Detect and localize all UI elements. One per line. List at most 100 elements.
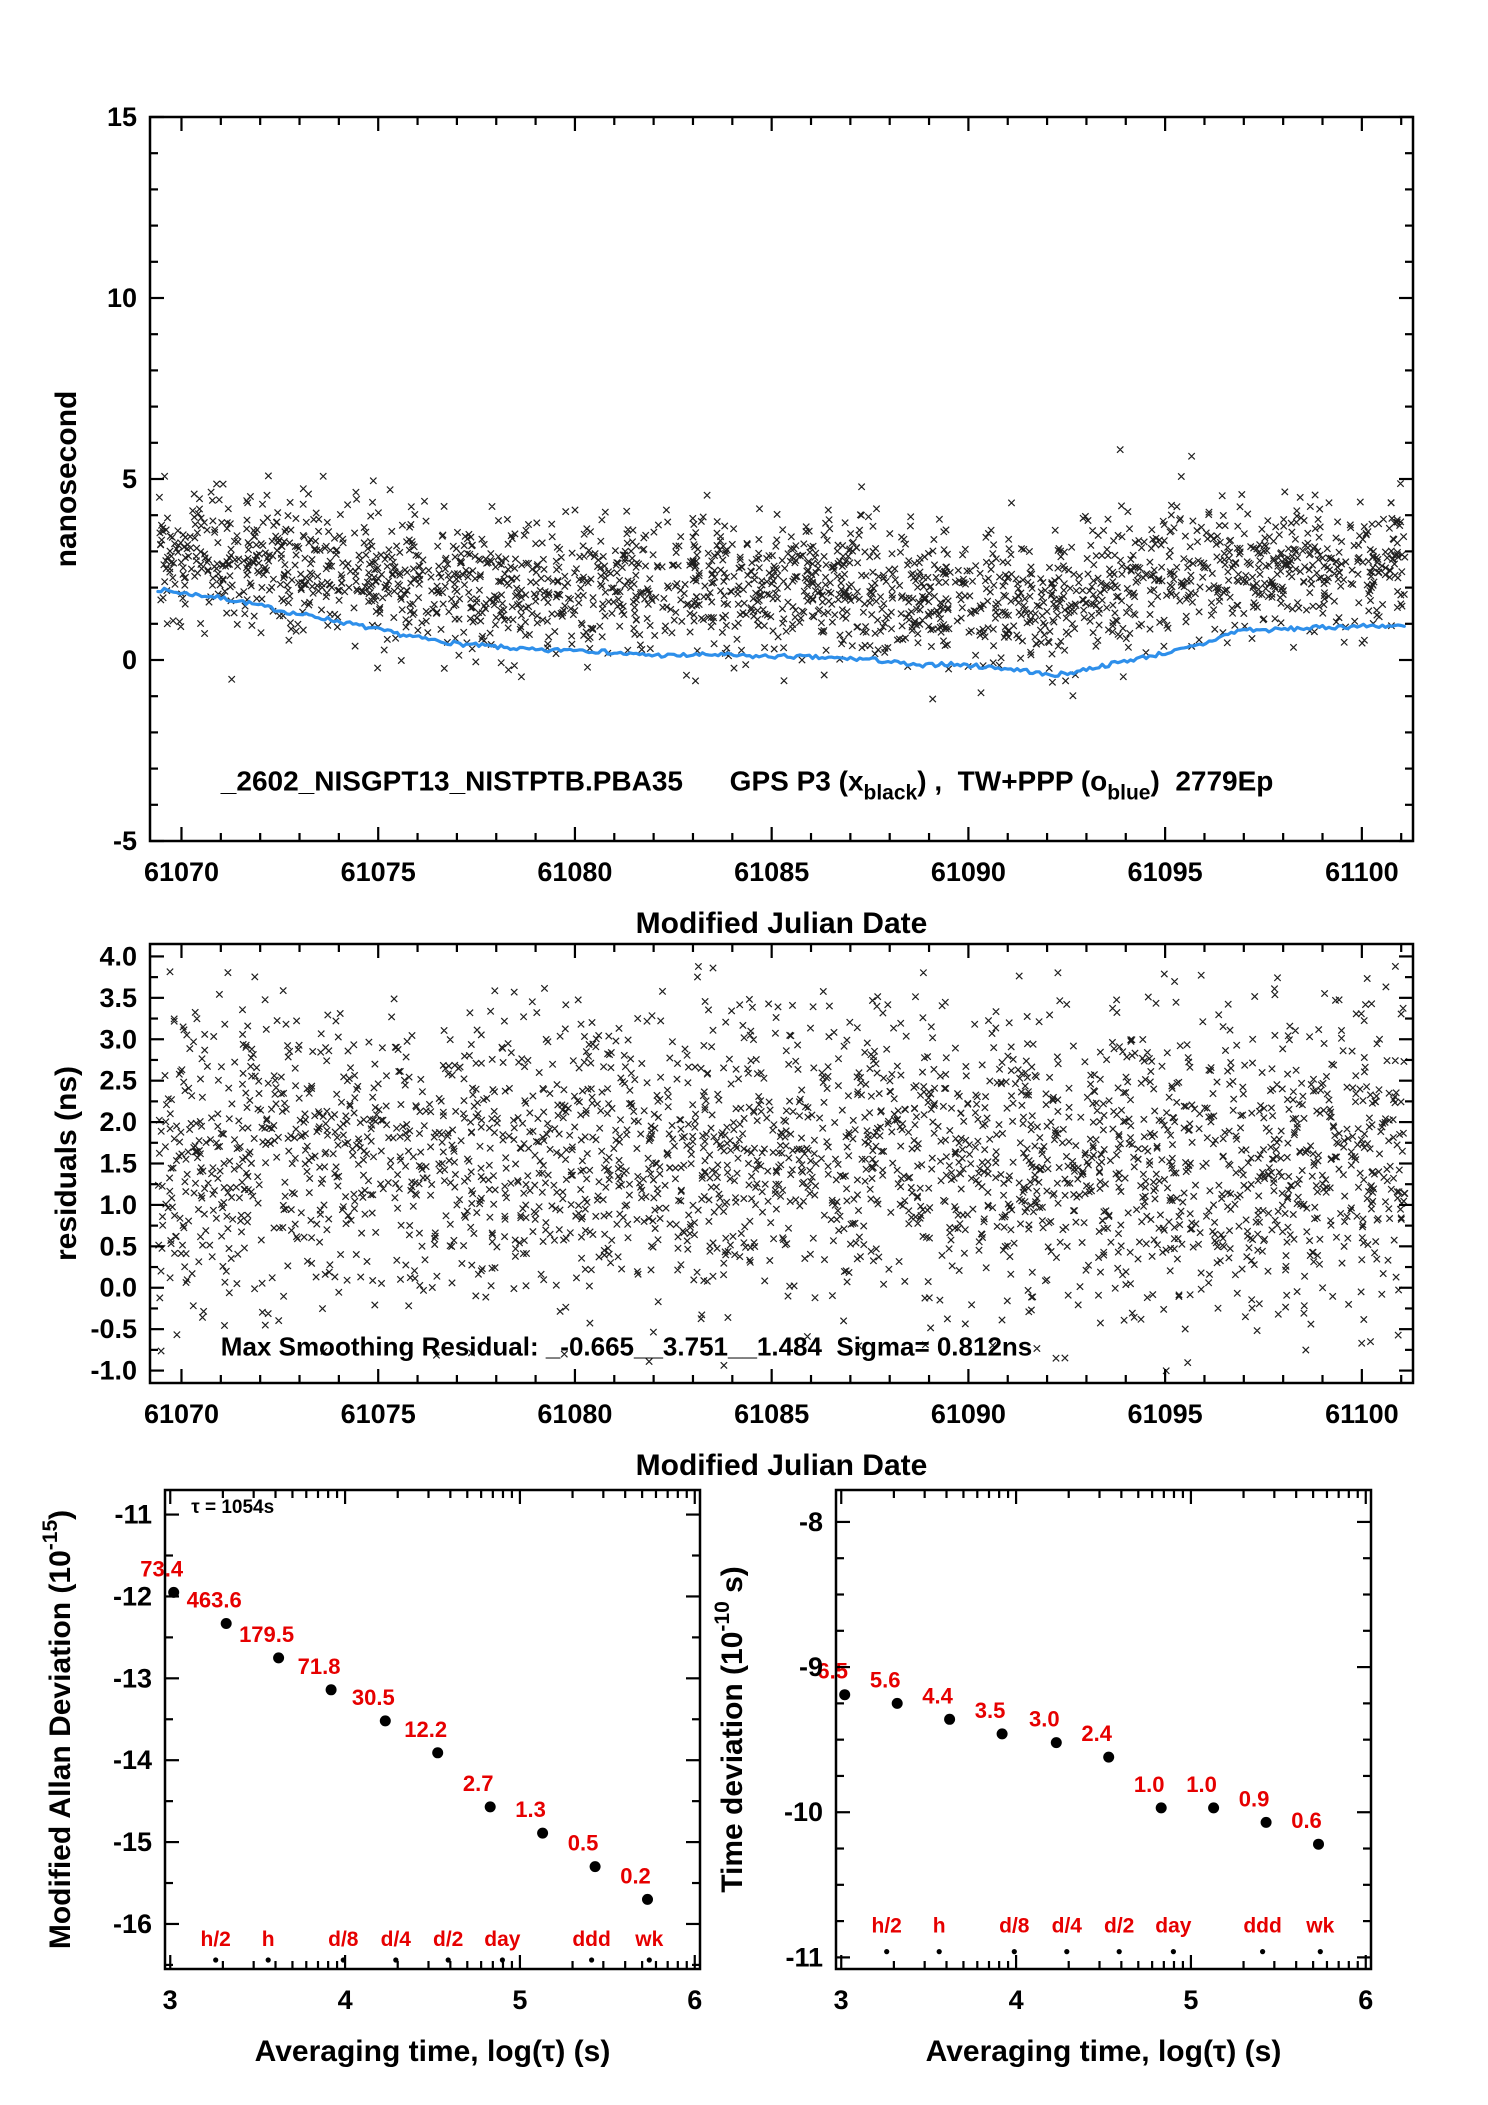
tdev-category-dot [1260,1949,1266,1955]
residuals-y-tick-label: 0.5 [99,1231,137,1261]
tdev-category-label: h [933,1915,946,1938]
tdev-point [891,1697,903,1709]
tdev-value-label: 0.9 [1239,1786,1270,1811]
tdev-category-label: d/8 [999,1915,1030,1938]
comparison-y-tick-label: 10 [107,283,137,313]
residuals-ticks [150,944,1413,1383]
tdev-category-label: d/2 [1104,1915,1134,1938]
tdev-point [1260,1816,1272,1828]
tdev-point [1050,1737,1062,1749]
mdev-category-dot [646,1957,652,1963]
comparison-x-tick-label: 61080 [537,857,612,887]
residuals-y-tick-label: 1.0 [99,1190,137,1220]
comparison-frame [148,115,1415,843]
residuals-y-tick-label: -1.0 [90,1356,137,1386]
comparison-x-tick-label: 61085 [734,857,809,887]
mdev-x-tick-label: 6 [687,1985,702,2015]
comparison-y-tick-label: 15 [107,102,137,132]
mdev-y-tick-label: -16 [113,1909,152,1939]
mdev-x-tick-label: 5 [512,1985,527,2015]
mdev-y-tick-label: -12 [113,1581,152,1611]
mdev-y-tick-label: -13 [113,1663,152,1693]
mdev-value-label: 2.7 [463,1771,494,1796]
residuals-y-tick-label: 4.0 [99,941,137,971]
tdev-category-label: d/4 [1052,1915,1083,1938]
mdev-value-label: 0.5 [568,1831,599,1856]
tdev-point [1155,1802,1167,1814]
tdev-value-label: 4.4 [922,1683,953,1708]
residuals-y-tick-label: 3.5 [99,983,137,1013]
comparison-x-tick-label: 61090 [931,857,1006,887]
residuals-y-tick-label: 2.0 [99,1107,137,1137]
mdev-point [432,1747,444,1759]
comparison-x-tick-label: 61100 [1325,857,1399,887]
tdev-category-label: ddd [1243,1915,1281,1938]
comparison-y-tick-label: 0 [122,645,137,675]
mdev-point [379,1715,391,1727]
comparison-xlabel: Modified Julian Date [636,907,928,940]
tdev-ylabel: Time deviation (10-10 s) [711,1566,749,1893]
residuals-y-tick-label: -0.5 [90,1314,137,1344]
tdev-y-tick-label: -9 [799,1652,823,1682]
residuals-y-tick-label: 2.5 [99,1066,137,1096]
mdev-category-label: d/8 [328,1928,359,1951]
tdev-category-dot [1116,1949,1122,1955]
tdev-x-tick-label: 6 [1358,1985,1373,2015]
mdev-category-label: ddd [572,1928,610,1951]
residuals-y-tick-label: 1.5 [99,1149,137,1179]
mdev-y-tick-label: -14 [113,1745,152,1775]
tdev-value-label: 0.6 [1291,1808,1322,1833]
tau-note: τ = 1054s [191,1497,274,1518]
mdev-value-label: 179.5 [239,1622,294,1647]
mdev-value-label: 71.8 [298,1654,341,1679]
mdev-point [168,1586,180,1598]
residuals-x-tick-label: 61100 [1325,1399,1399,1429]
residuals-y-tick-label: 0.0 [99,1273,137,1303]
comparison-scatter-points [155,445,1409,703]
tdev-value-label: 5.6 [870,1667,901,1692]
mdev-xlabel: Averaging time, log(τ) (s) [255,2035,611,2068]
residuals-ylabel: residuals (ns) [50,1066,83,1261]
tdev-category-label: h/2 [872,1915,902,1938]
mdev-value-label: 12.2 [404,1717,447,1742]
tdev-category-dot [1064,1949,1070,1955]
mdev-value-label: 463.6 [187,1588,242,1613]
tdev-x-tick-label: 3 [834,1985,849,2015]
mdev-category-label: h [262,1928,275,1951]
mdev-ylabel: Modified Allan Deviation (10-15) [39,1510,77,1949]
mdev-value-label: 30.5 [352,1685,395,1710]
mdev-category-dot [213,1957,219,1963]
mdev-category-label: wk [634,1928,663,1951]
residuals-x-tick-label: 61095 [1128,1399,1203,1429]
mdev-value-label: 73.4 [140,1556,184,1581]
tdev-x-tick-label: 5 [1183,1985,1198,2015]
tdev-point [839,1689,851,1701]
mdev-point [642,1893,653,1905]
comparison-x-tick-label: 61095 [1128,857,1203,887]
comparison-ticks [150,115,1413,843]
tdev-category-dot [936,1949,942,1955]
residuals-x-tick-label: 61080 [537,1399,612,1429]
twppp-line [156,586,1406,678]
tdev-category-label: wk [1305,1915,1334,1938]
panel-residuals: Max Smoothing Residual: _-0.665__3.751__… [50,941,1415,1482]
mdev-frame [163,1488,702,1971]
mdev-category-label: day [484,1928,521,1951]
tdev-y-tick-label: -10 [784,1797,823,1827]
tdev-ticks [836,1490,1371,1969]
tdev-value-label: 3.5 [975,1698,1006,1723]
residuals-x-tick-label: 61090 [931,1399,1006,1429]
tdev-value-label: 2.4 [1081,1721,1112,1746]
residuals-xlabel: Modified Julian Date [636,1449,928,1482]
tdev-point [1313,1838,1324,1850]
comparison-y-tick-label: -5 [113,826,137,856]
residuals-x-tick-label: 61075 [341,1399,416,1429]
tdev-y-tick-label: -11 [785,1942,823,1972]
mdev-y-tick-label: -15 [113,1827,152,1857]
comparison-annotation: _2602_NISGPT13_NISTPTB.PBA35 GPS P3 (xbl… [220,765,1274,804]
mdev-category-label: h/2 [201,1928,231,1951]
mdev-point [484,1801,496,1813]
tdev-category-dot [884,1949,890,1955]
residuals-scatter-points [154,962,1409,1375]
